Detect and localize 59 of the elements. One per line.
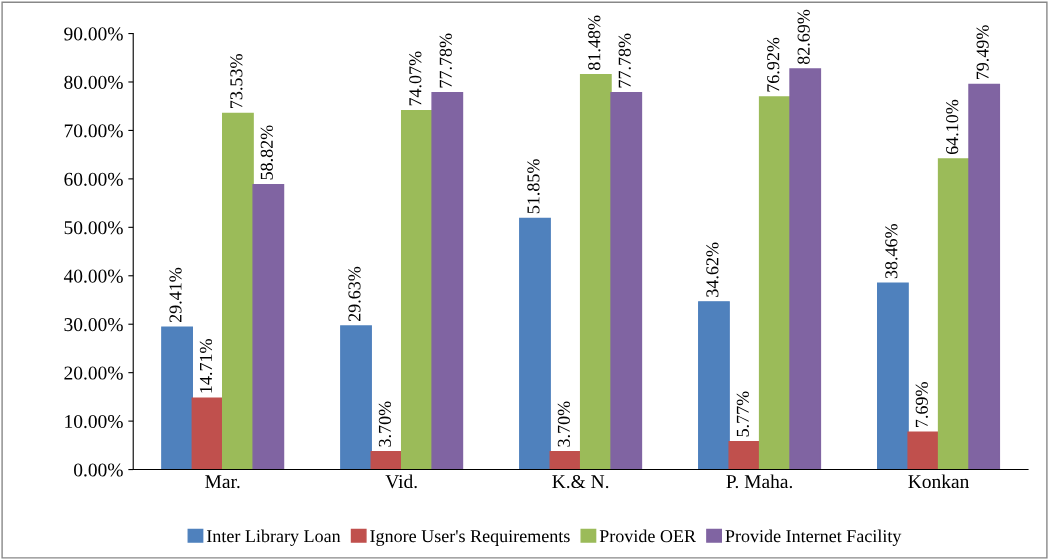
y-tick-label: 0.00%: [74, 463, 123, 477]
bar: [400, 110, 433, 470]
data-label: 5.77%: [736, 391, 749, 437]
x-tick-label: K.& N.: [552, 474, 609, 489]
bar: [789, 68, 822, 470]
bar: [579, 74, 612, 470]
data-label: 14.71%: [199, 339, 213, 393]
y-tick-label: 20.00%: [64, 366, 123, 380]
data-label: 34.62%: [706, 242, 719, 297]
data-label: 64.10%: [946, 99, 959, 155]
bar: [340, 325, 372, 470]
data-label: 77.78%: [439, 33, 452, 88]
bar: [222, 112, 254, 470]
y-tick-label: 80.00%: [64, 75, 123, 90]
bar: [519, 217, 551, 470]
bar: [252, 183, 285, 470]
data-label: 29.41%: [169, 267, 182, 323]
data-label: 7.69%: [915, 382, 928, 427]
data-label: 74.07%: [409, 51, 422, 106]
data-label: 3.70%: [378, 401, 392, 447]
y-tick-label: 70.00%: [64, 124, 123, 138]
bar: [968, 83, 1001, 470]
bar: [610, 92, 643, 470]
data-label: 3.70%: [557, 401, 571, 447]
data-label: 76.92%: [767, 37, 780, 92]
legend-label: Provide Internet Facility: [725, 529, 902, 546]
bar: [161, 326, 193, 470]
bar: [698, 301, 730, 470]
data-label: 38.46%: [885, 224, 898, 279]
y-tick-label: 40.00%: [63, 269, 123, 283]
data-label: 51.85%: [527, 159, 540, 214]
data-label: 81.48%: [588, 15, 601, 70]
legend-label: Inter Library Loan: [206, 529, 341, 546]
bar: [937, 158, 970, 470]
data-label: 79.49%: [976, 25, 989, 80]
bar: [431, 92, 464, 470]
bar: [728, 440, 761, 470]
y-tick-label: 50.00%: [64, 221, 123, 235]
y-tick-label: 30.00%: [64, 318, 123, 332]
bar: [758, 96, 791, 470]
legend-label: Ignore User's Requirements: [370, 530, 570, 546]
x-tick-label: Vid.: [385, 474, 417, 489]
legend-label: Provide OER: [599, 529, 696, 543]
y-tick-label: 90.00%: [64, 27, 123, 41]
bar: [876, 282, 909, 470]
data-label: 29.63%: [348, 266, 361, 322]
bar: [549, 450, 582, 470]
bar: [907, 431, 940, 470]
y-tick-label: 60.00%: [64, 172, 123, 186]
bar: [370, 450, 403, 470]
data-label: 58.82%: [260, 125, 273, 180]
data-label: 82.69%: [797, 9, 810, 65]
y-tick-label: 10.00%: [65, 414, 123, 429]
data-label: 73.53%: [230, 54, 243, 108]
x-tick-label: P. Maha.: [726, 474, 793, 489]
data-label: 77.78%: [618, 33, 631, 88]
bar: [191, 397, 224, 470]
x-tick-label: Konkan: [908, 474, 970, 489]
x-tick-label: Mar.: [205, 475, 240, 489]
